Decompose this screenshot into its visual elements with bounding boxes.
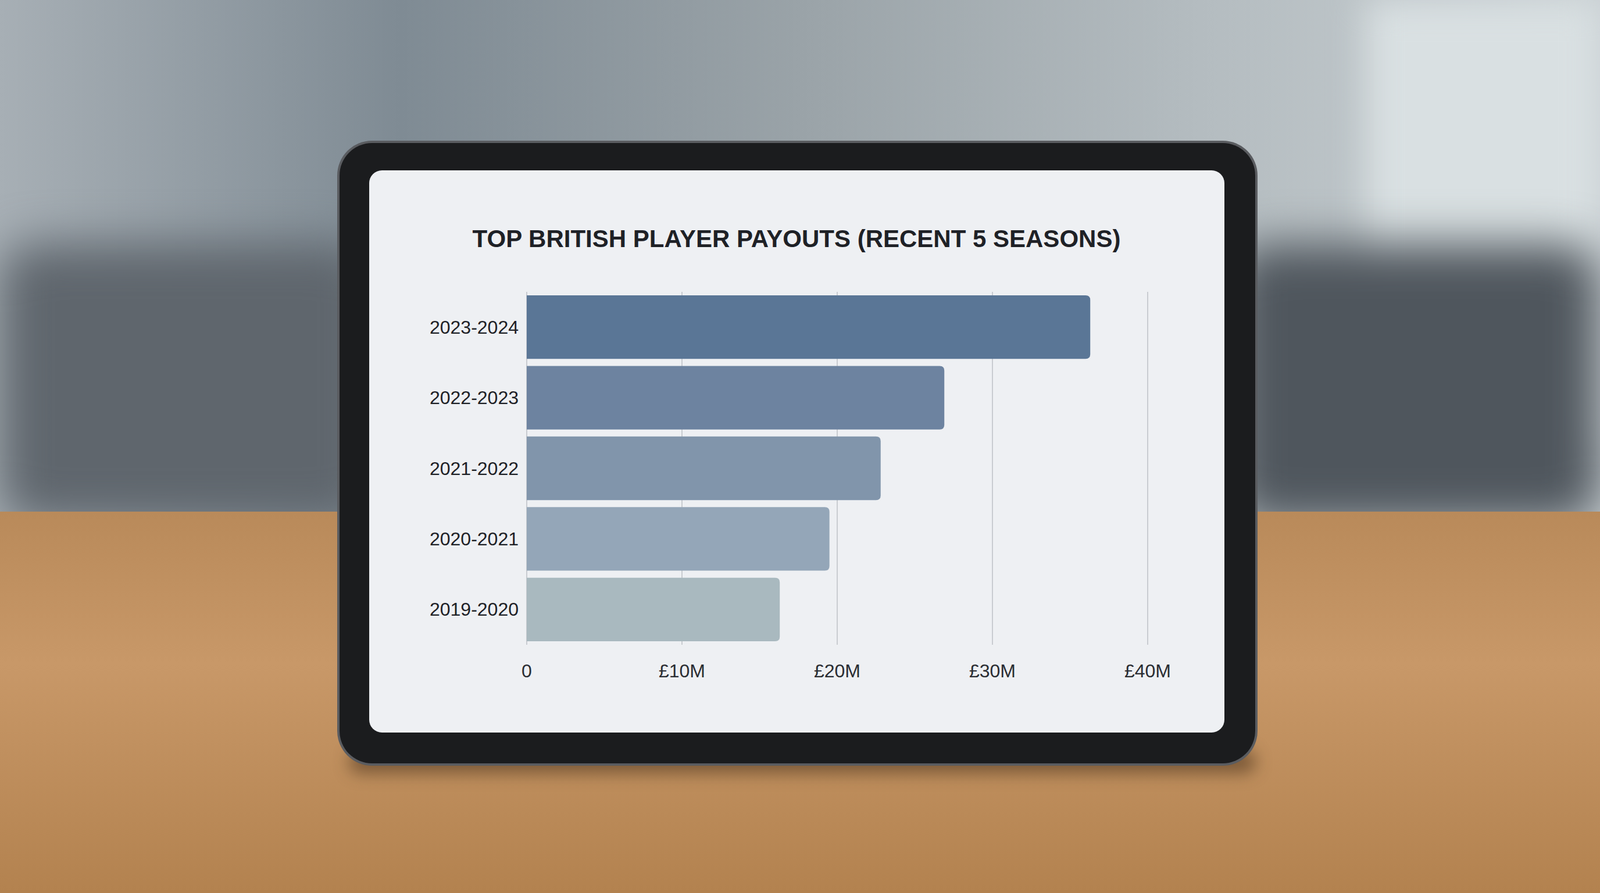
tick-label: £10M bbox=[658, 660, 706, 682]
bar bbox=[526, 365, 945, 430]
bars bbox=[526, 295, 1091, 642]
grid bbox=[526, 291, 1148, 645]
blurred-furniture-left bbox=[0, 244, 373, 524]
category-label: 2023-2024 bbox=[429, 316, 519, 338]
bar bbox=[526, 506, 830, 571]
bar bbox=[526, 295, 1091, 359]
chart: TOP BRITISH PLAYER PAYOUTS (RECENT 5 SEA… bbox=[369, 170, 1225, 733]
bar bbox=[526, 436, 881, 500]
category-label: 2019-2020 bbox=[429, 598, 519, 620]
tick-label: 0 bbox=[521, 660, 532, 682]
chart-title: TOP BRITISH PLAYER PAYOUTS (RECENT 5 SEA… bbox=[472, 225, 1121, 253]
tick-label: £30M bbox=[969, 660, 1016, 682]
tick-label: £20M bbox=[813, 660, 861, 682]
tablet-screen: TOP BRITISH PLAYER PAYOUTS (RECENT 5 SEA… bbox=[369, 170, 1225, 733]
category-label: 2021-2022 bbox=[429, 458, 519, 480]
category-label: 2020-2021 bbox=[429, 528, 519, 550]
bar bbox=[526, 577, 780, 642]
blurred-sofa-right bbox=[1232, 244, 1600, 524]
tick-label: £40M bbox=[1124, 660, 1171, 682]
category-label: 2022-2023 bbox=[429, 387, 519, 409]
grid-line bbox=[1147, 291, 1149, 645]
